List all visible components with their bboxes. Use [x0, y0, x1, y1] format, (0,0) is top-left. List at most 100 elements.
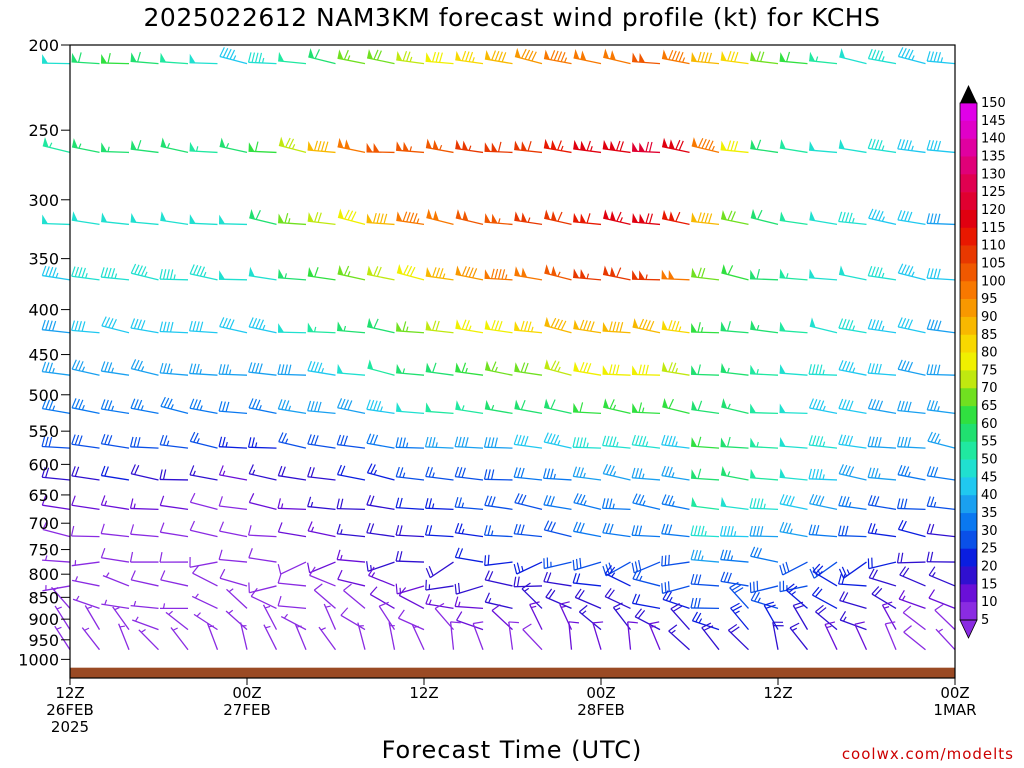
- wind-barb: [508, 621, 519, 650]
- wind-barb: [670, 603, 690, 631]
- y-tick-label: 750: [28, 541, 59, 560]
- wind-barb: [867, 495, 897, 510]
- legend-arrow-bottom: [959, 619, 978, 639]
- wind-barb: [425, 402, 454, 415]
- wind-barb: [71, 138, 100, 154]
- wind-barb: [71, 266, 100, 281]
- wind-barb: [294, 623, 307, 650]
- wind-barb: [897, 210, 926, 226]
- wind-barb: [250, 587, 277, 609]
- wind-barb: [867, 436, 897, 449]
- wind-barbs: [41, 47, 956, 651]
- wind-barb: [454, 582, 484, 595]
- plot-frame: [69, 44, 956, 679]
- chart-title: 2025022612 NAM3KM forecast wind profile …: [144, 3, 881, 32]
- wind-barb: [112, 606, 130, 630]
- wind-barb: [218, 465, 248, 481]
- wind-barb: [661, 320, 690, 334]
- x-tick-label: 00Z: [940, 684, 969, 702]
- legend-label: 35: [981, 506, 998, 521]
- wind-barb: [396, 363, 425, 376]
- wind-barb: [100, 361, 130, 376]
- wind-barb: [191, 593, 218, 609]
- wind-barb: [51, 586, 71, 609]
- wind-barb: [100, 465, 130, 481]
- wind-barb: [397, 609, 425, 631]
- wind-barb: [118, 623, 130, 650]
- wind-barb: [41, 265, 71, 281]
- wind-barb: [779, 211, 808, 226]
- wind-barb: [100, 434, 130, 449]
- wind-barb: [631, 593, 661, 610]
- wind-barb: [101, 316, 130, 334]
- legend-swatch: [960, 584, 977, 603]
- wind-barb: [41, 361, 71, 376]
- wind-barb: [720, 209, 749, 226]
- x-tick-label: 26FEB: [46, 701, 93, 719]
- wind-barb: [661, 361, 690, 376]
- wind-barb: [661, 554, 690, 567]
- wind-barb: [690, 573, 720, 587]
- wind-barb: [454, 522, 484, 538]
- wind-barb: [484, 50, 513, 65]
- wind-barb: [573, 361, 602, 376]
- color-legend: 1501451401351301251201151101051009590858…: [959, 85, 1006, 639]
- wind-barb: [188, 320, 218, 334]
- wind-barb: [159, 603, 189, 610]
- wind-barb: [513, 523, 543, 538]
- wind-barb: [543, 49, 572, 65]
- wind-barb: [839, 48, 867, 65]
- x-tick-label: 12Z: [409, 684, 438, 702]
- wind-barb: [897, 263, 926, 281]
- wind-barb: [897, 400, 926, 415]
- wind-barb: [454, 497, 484, 510]
- wind-barb: [219, 568, 248, 587]
- wind-barb: [396, 50, 425, 65]
- legend-swatch: [960, 174, 977, 193]
- wind-barb: [226, 588, 248, 609]
- wind-barb: [662, 590, 690, 610]
- wind-barb: [573, 212, 602, 226]
- wind-barb: [368, 566, 395, 587]
- wind-barb: [838, 265, 867, 281]
- wind-barb: [367, 317, 395, 334]
- wind-barb: [897, 138, 926, 154]
- wind-barb: [455, 319, 484, 334]
- wind-barb: [248, 548, 277, 563]
- legend-swatch: [960, 263, 977, 282]
- wind-barb: [514, 320, 543, 334]
- wind-barb: [130, 263, 159, 281]
- wind-barb: [573, 268, 602, 281]
- wind-barb: [729, 581, 749, 609]
- wind-barb: [189, 431, 218, 449]
- wind-barb: [159, 362, 189, 376]
- wind-barb: [719, 525, 749, 538]
- y-tick-label: 950: [28, 631, 59, 650]
- wind-barb: [366, 142, 395, 154]
- legend-swatch: [960, 120, 977, 139]
- y-tick-label: 800: [28, 565, 59, 584]
- legend-label: 140: [981, 132, 1006, 147]
- wind-barb: [632, 493, 661, 510]
- wind-barb: [337, 363, 366, 376]
- wind-barb: [425, 466, 454, 481]
- wind-barb: [41, 495, 71, 510]
- wind-barb: [602, 435, 631, 449]
- wind-barb: [602, 139, 631, 154]
- wind-barb: [631, 434, 661, 449]
- wind-barb: [749, 268, 779, 281]
- wind-barb: [543, 432, 572, 449]
- wind-barb: [720, 363, 749, 376]
- wind-barb: [366, 495, 395, 510]
- wind-barb: [839, 611, 867, 631]
- legend-label: 120: [981, 203, 1006, 218]
- wind-barb: [779, 321, 808, 334]
- legend-label: 115: [981, 221, 1006, 236]
- wind-barb: [307, 140, 336, 154]
- wind-barb: [455, 50, 484, 65]
- wind-barb: [424, 436, 454, 449]
- terrain-fill: [70, 667, 955, 678]
- legend-label: 15: [981, 577, 998, 592]
- wind-barb: [545, 588, 572, 609]
- wind-barb: [690, 597, 720, 610]
